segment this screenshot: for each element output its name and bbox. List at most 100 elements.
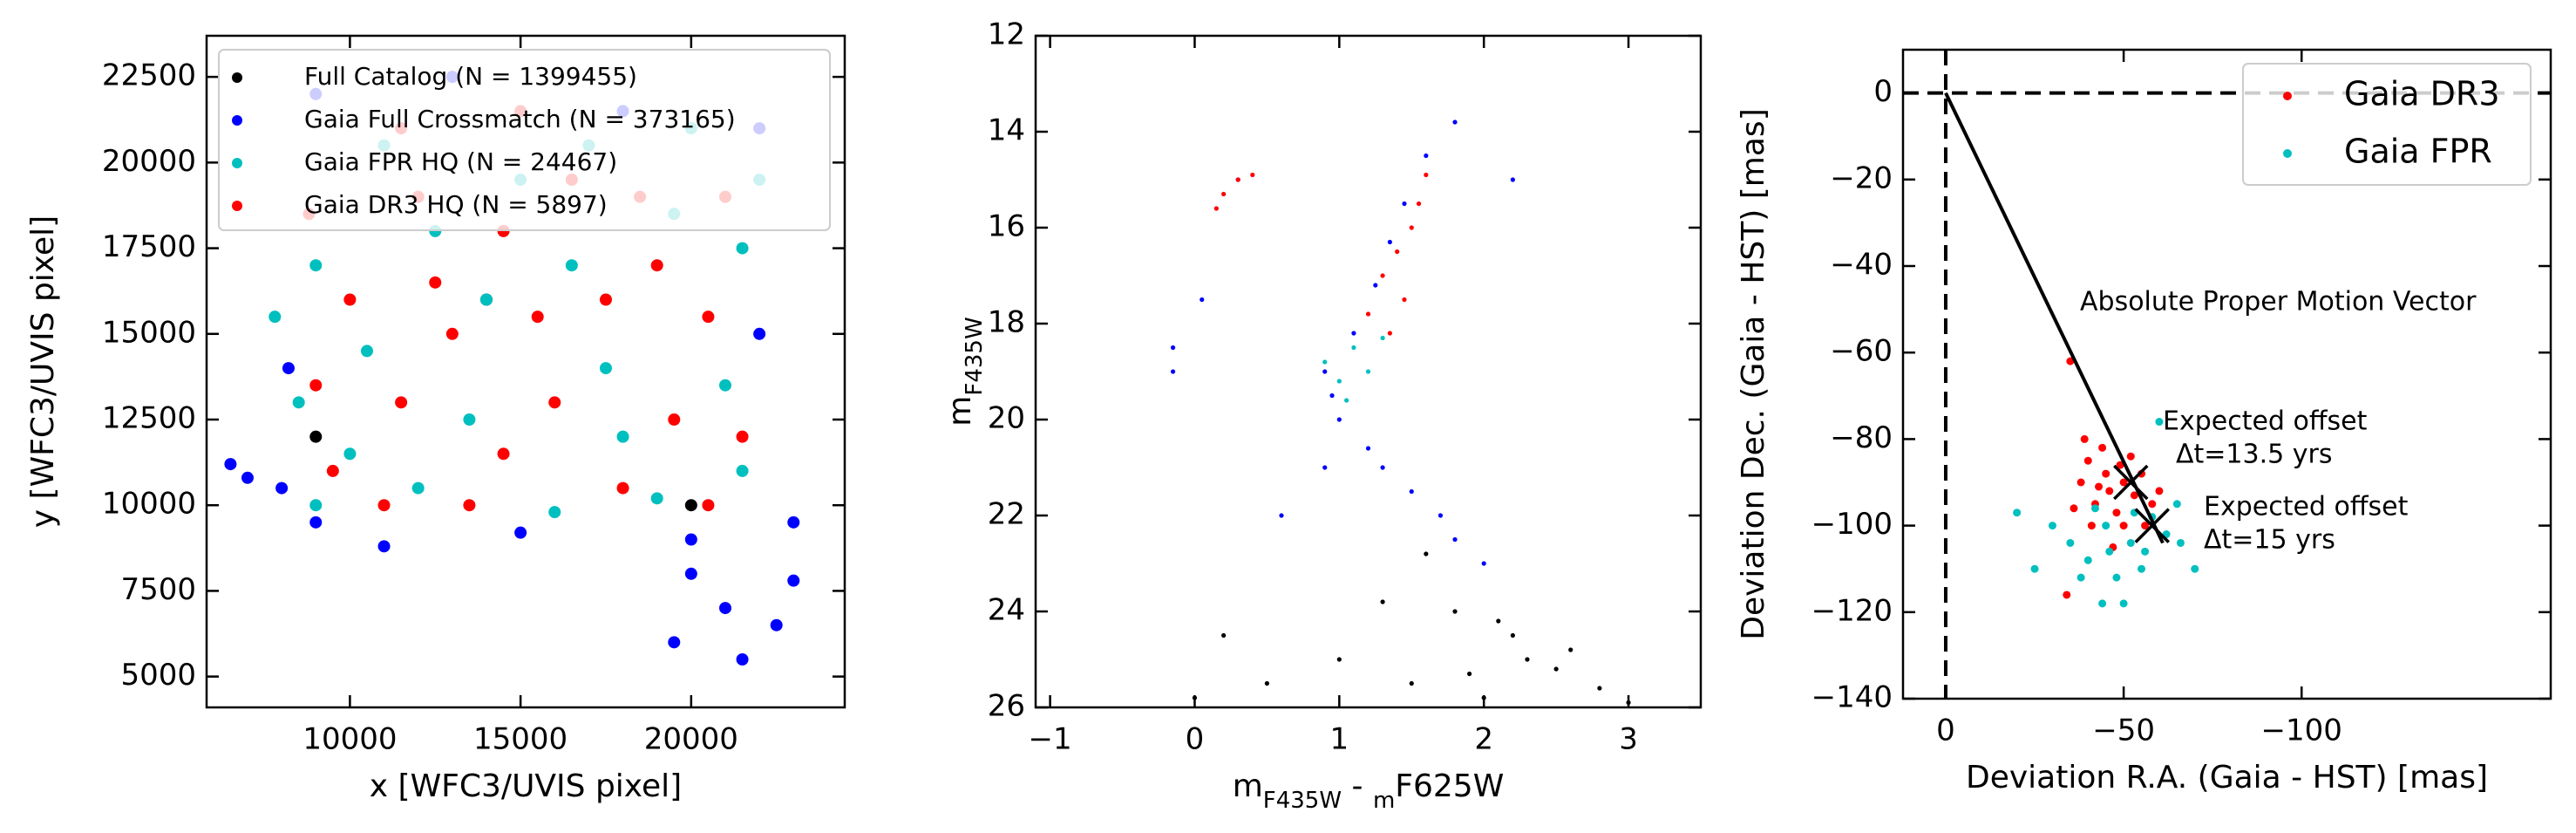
data-point (1402, 297, 1407, 303)
data-point (1416, 201, 1422, 207)
data-point (1452, 536, 1458, 543)
annotation: Δt=15 yrs (2204, 525, 2335, 556)
proper-motion-vector (1944, 92, 2165, 544)
data-point (2102, 522, 2110, 530)
data-point (1351, 331, 1356, 336)
data-point (787, 516, 800, 529)
legend-box (2242, 63, 2532, 186)
data-point (1380, 273, 1385, 278)
legend-marker (232, 158, 242, 168)
legend-label: Full Catalog (N = 1399455) (304, 62, 637, 91)
data-point (787, 574, 800, 587)
data-point (1424, 153, 1429, 159)
x-tick-label: −100 (2261, 714, 2342, 748)
data-point (1200, 297, 1205, 303)
data-point (2102, 469, 2110, 478)
data-point (616, 430, 629, 443)
data-point (1336, 379, 1342, 384)
data-point (2130, 491, 2138, 500)
data-point (1525, 657, 1530, 662)
data-point (1395, 249, 1400, 255)
annotation: Expected offset (2163, 406, 2368, 437)
data-point (1510, 632, 1515, 638)
data-point (531, 311, 544, 324)
data-point (2105, 547, 2114, 556)
axis-label: mF435W - mF625W (1233, 768, 1505, 814)
data-point (718, 602, 731, 615)
data-point (343, 447, 357, 461)
data-point (650, 259, 663, 272)
data-point (718, 379, 731, 392)
data-point (2070, 504, 2078, 513)
data-point (1213, 206, 1219, 211)
axis-label: mF435W (942, 317, 988, 426)
annotation: Absolute Proper Motion Vector (2080, 287, 2477, 317)
data-point (241, 471, 254, 484)
data-point (1373, 283, 1378, 288)
data-point (2112, 573, 2121, 582)
data-point (1365, 369, 1371, 374)
data-point (1250, 172, 1255, 178)
x-tick-label: 0 (1936, 714, 1955, 748)
data-point (2155, 487, 2164, 495)
y-tick-label: −80 (1830, 420, 1893, 455)
axes-frame (205, 34, 846, 709)
y-tick-label: −40 (1830, 248, 1893, 283)
y-tick-label: 12500 (102, 401, 196, 436)
legend-label: Gaia FPR HQ (N = 24467) (304, 147, 617, 176)
annotation: Expected offset (2204, 492, 2409, 522)
y-tick-label: 17500 (102, 229, 196, 264)
data-point (1380, 465, 1385, 470)
data-point (2063, 591, 2071, 599)
data-point (2076, 573, 2085, 582)
data-point (2141, 547, 2150, 556)
data-point (2083, 456, 2092, 465)
data-point (2116, 461, 2124, 469)
data-point (395, 396, 408, 409)
data-point (2148, 500, 2157, 509)
data-point (445, 327, 459, 340)
axes-frame (1901, 48, 2552, 700)
x-tick-label: 0 (1186, 722, 1205, 757)
data-point (224, 458, 237, 471)
data-point (429, 276, 442, 289)
annotation: Δt=13.5 yrs (2176, 440, 2332, 470)
data-point (326, 464, 339, 477)
data-point (2176, 538, 2185, 547)
data-point (2112, 509, 2121, 517)
data-point (1170, 369, 1176, 374)
data-point (1424, 551, 1429, 556)
axis-label-part: F435W (1263, 788, 1342, 814)
axis-label-part: m (942, 396, 978, 427)
x-tick-label: −50 (2092, 714, 2155, 748)
data-point (2119, 478, 2128, 487)
y-tick-label: 7500 (120, 572, 196, 607)
data-point (2098, 599, 2107, 608)
y-tick-label: 26 (988, 689, 1025, 724)
data-point (2048, 522, 2056, 530)
y-tick-label: 12 (988, 17, 1025, 52)
data-point (1438, 513, 1444, 518)
data-point (514, 526, 527, 539)
x-tick-label: 2 (1474, 722, 1493, 757)
legend-marker (232, 201, 242, 211)
data-point (2191, 564, 2199, 573)
data-point (1510, 177, 1515, 182)
x-tick-label: 1 (1330, 722, 1349, 757)
data-point (1322, 359, 1328, 365)
data-point (2013, 509, 2022, 517)
data-point (2090, 504, 2099, 513)
y-tick-label: 16 (988, 209, 1025, 244)
data-point (1496, 618, 1501, 624)
data-point (1329, 393, 1335, 399)
data-point (1387, 239, 1392, 245)
data-point (2080, 434, 2089, 443)
data-point (1351, 345, 1356, 351)
data-point (309, 516, 323, 529)
x-tick-label: 20000 (644, 722, 738, 757)
data-point (343, 293, 357, 306)
offset-marker (2134, 508, 2171, 543)
y-tick-label: 22500 (102, 58, 196, 93)
axes-frame (1034, 34, 1703, 709)
data-point (1380, 599, 1385, 604)
